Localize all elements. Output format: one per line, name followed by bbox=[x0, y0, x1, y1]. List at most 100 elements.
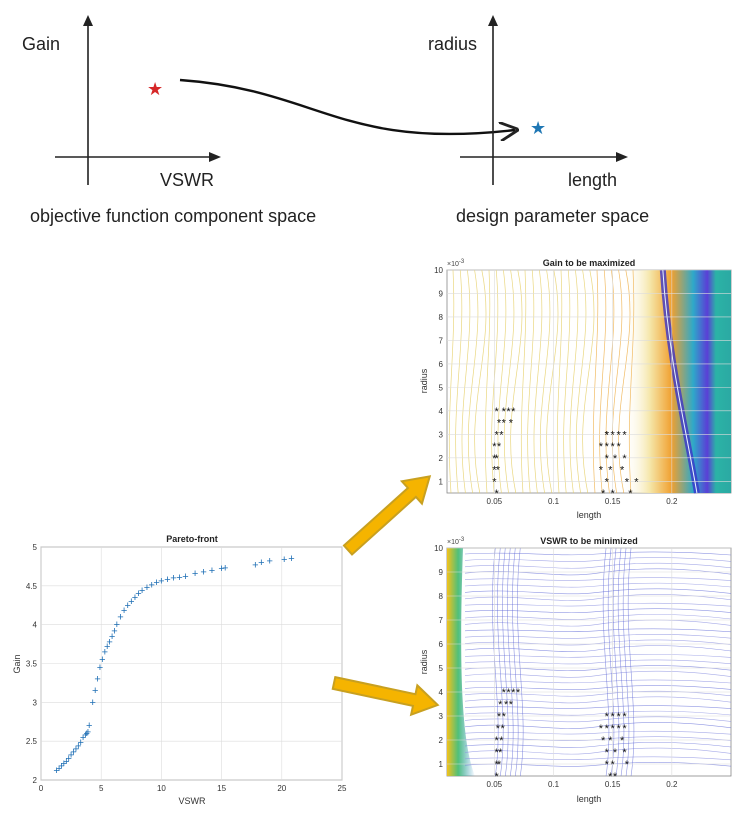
vswr-y-label: radius bbox=[419, 649, 429, 674]
objective-point-star-icon: ★ bbox=[147, 79, 163, 99]
gain-design-point: * bbox=[495, 453, 500, 465]
vswr-left-edge-band bbox=[447, 548, 475, 776]
pareto-plot-title: Pareto-front bbox=[166, 534, 218, 544]
gain-contour-line bbox=[474, 269, 487, 494]
gain-contour-line bbox=[510, 269, 523, 494]
gain-contour-line bbox=[539, 269, 551, 494]
pareto-x-tick-label: 25 bbox=[338, 784, 347, 793]
gain-y-tick-label: 3 bbox=[439, 430, 444, 439]
gain-contour-line bbox=[533, 269, 543, 494]
vswr-design-point: * bbox=[608, 735, 613, 747]
vswr-y-tick-label: 4 bbox=[439, 688, 444, 697]
schematic-right-y-label: radius bbox=[428, 34, 477, 54]
pareto-point: + bbox=[139, 585, 145, 597]
arrow-to-vswr-plot bbox=[331, 675, 440, 717]
gain-x-tick-label: 0.1 bbox=[548, 497, 560, 506]
schematic-left-caption: objective function component space bbox=[30, 206, 316, 226]
schematic-left: Gain VSWR objective function component s… bbox=[22, 15, 316, 226]
pareto-y-tick-label: 2.5 bbox=[26, 737, 38, 746]
vswr-y-tick-label: 1 bbox=[439, 760, 444, 769]
vswr-y-tick-label: 7 bbox=[439, 616, 444, 625]
pareto-point: + bbox=[85, 726, 91, 738]
pareto-point: + bbox=[92, 685, 98, 697]
vswr-design-point: * bbox=[611, 723, 616, 735]
pareto-point: + bbox=[65, 753, 71, 765]
gain-y-tick-label: 4 bbox=[439, 407, 444, 416]
gain-contour-line bbox=[556, 269, 563, 494]
vswr-contour-line bbox=[464, 756, 732, 761]
vswr-contour-line bbox=[464, 696, 732, 704]
schematic-left-x-arrowhead bbox=[209, 152, 221, 162]
gain-exponent-label: ×10-3 bbox=[447, 259, 465, 268]
vswr-design-point: * bbox=[498, 747, 503, 759]
vswr-contour-line bbox=[502, 547, 509, 777]
vswr-design-point: * bbox=[616, 723, 621, 735]
gain-contour-line bbox=[618, 269, 631, 494]
vswr-contour-field bbox=[447, 547, 732, 777]
pareto-point: + bbox=[90, 697, 96, 709]
gain-x-tick-label: 0.15 bbox=[605, 497, 621, 506]
gain-contour-line bbox=[497, 269, 507, 494]
pareto-point: + bbox=[222, 562, 228, 574]
gain-y-tick-label: 7 bbox=[439, 336, 444, 345]
gain-contour-line bbox=[599, 269, 607, 494]
gain-design-point: * bbox=[492, 476, 497, 488]
pareto-point: + bbox=[149, 580, 155, 592]
pareto-ticks: 0 5 10 15 20 25 2 2.5 3 3.5 4 4.5 5 bbox=[26, 543, 347, 793]
vswr-y-tick-label: 5 bbox=[439, 664, 444, 673]
pareto-point: + bbox=[78, 737, 84, 749]
gain-contour-field bbox=[448, 269, 731, 494]
mapping-curve-arrow bbox=[179, 78, 515, 134]
arrow-to-vswr-shape bbox=[331, 675, 440, 717]
vswr-design-point: * bbox=[495, 759, 500, 771]
vswr-plot-title: VSWR to be minimized bbox=[540, 536, 638, 546]
gain-design-point: * bbox=[616, 441, 621, 453]
vswr-contour-line bbox=[464, 639, 732, 646]
pareto-point: + bbox=[288, 553, 294, 565]
pareto-x-tick-label: 10 bbox=[157, 784, 166, 793]
design-point-star-icon: ★ bbox=[530, 118, 546, 138]
gain-design-point: * bbox=[495, 488, 500, 500]
gain-design-point: * bbox=[625, 476, 630, 488]
vswr-contour-line bbox=[492, 547, 499, 777]
gain-contour-line bbox=[569, 269, 579, 494]
gain-contour-line bbox=[546, 269, 559, 494]
vswr-contour-line bbox=[464, 645, 732, 652]
gain-contour-line bbox=[455, 269, 463, 494]
vswr-design-point: * bbox=[608, 771, 613, 783]
vswr-contour-line bbox=[464, 588, 732, 595]
vswr-contour-line bbox=[497, 547, 504, 777]
pareto-point: + bbox=[97, 662, 103, 674]
vswr-y-tick-label: 9 bbox=[439, 568, 444, 577]
vswr-design-point: * bbox=[613, 747, 618, 759]
pareto-x-tick-label: 20 bbox=[277, 784, 286, 793]
vswr-design-point: * bbox=[496, 723, 501, 735]
pareto-point: + bbox=[68, 750, 74, 762]
vswr-design-point: * bbox=[611, 711, 616, 723]
vswr-design-point: * bbox=[497, 711, 502, 723]
pareto-point: + bbox=[209, 565, 215, 577]
vswr-design-point: * bbox=[495, 771, 500, 783]
pareto-point: + bbox=[176, 572, 182, 584]
vswr-design-point: * bbox=[498, 699, 503, 711]
vswr-design-point: * bbox=[605, 759, 610, 771]
gain-design-point: * bbox=[495, 429, 500, 441]
vswr-design-point: * bbox=[509, 699, 514, 711]
gain-design-point: * bbox=[611, 441, 616, 453]
vswr-contour-line bbox=[464, 670, 732, 678]
gain-design-points: * * * ** * ** ** **** **** * * ** * * ** ** * ** ** * **** bbox=[492, 406, 639, 500]
schematic-right-caption: design parameter space bbox=[456, 206, 649, 226]
vswr-y-tick-label: 3 bbox=[439, 712, 444, 721]
vswr-design-point: * bbox=[502, 687, 507, 699]
pareto-x-tick-label: 15 bbox=[217, 784, 226, 793]
vswr-design-point: * bbox=[502, 711, 507, 723]
gain-design-point: * bbox=[506, 406, 511, 418]
gain-y-label: radius bbox=[419, 368, 429, 393]
vswr-design-point: * bbox=[499, 735, 504, 747]
vswr-contour-line bbox=[612, 547, 620, 777]
vswr-design-point: * bbox=[495, 747, 500, 759]
pareto-point: + bbox=[106, 636, 112, 648]
pareto-y-tick-label: 5 bbox=[33, 543, 38, 552]
schematic-left-x-label: VSWR bbox=[160, 170, 214, 190]
gain-design-point: * bbox=[492, 441, 497, 453]
